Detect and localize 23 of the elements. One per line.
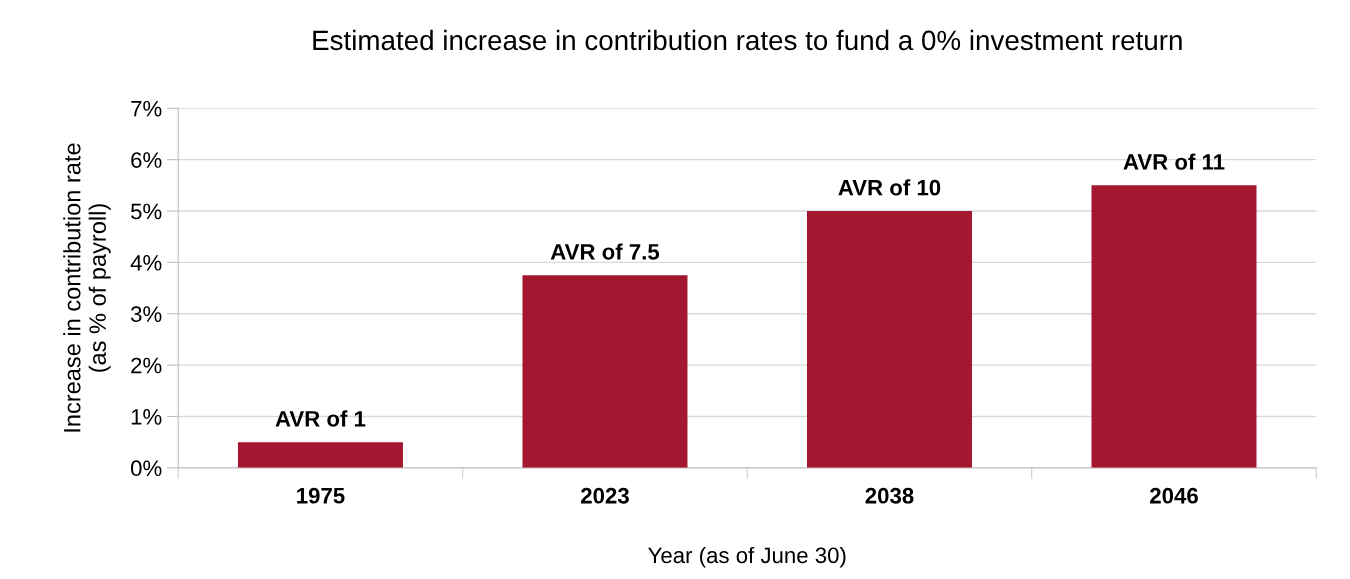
- data-label: AVR of 11: [1123, 153, 1225, 170]
- bar: [237, 442, 403, 468]
- x-tick-label: 2023: [581, 487, 629, 504]
- x-tick-label: 2038: [865, 487, 914, 504]
- data-label: AVR of 10: [838, 179, 941, 196]
- bar: [806, 211, 972, 468]
- y-tick-label: 5%: [131, 203, 162, 220]
- x-tick-label: 2046: [1150, 487, 1198, 504]
- data-label: AVR of 1: [275, 410, 366, 427]
- x-tick-label: 1975: [297, 487, 345, 504]
- y-tick-label: 1%: [131, 409, 162, 425]
- y-axis-title: Increase in contribution rate (as % of payroll): [63, 143, 111, 432]
- y-tick-label: 7%: [131, 100, 162, 117]
- y-tick-label: 2%: [131, 357, 162, 374]
- y-tick-label: 6%: [131, 152, 162, 168]
- x-axis-title: Year (as of June 30): [648, 546, 846, 568]
- bar: [522, 275, 688, 468]
- bar: [1091, 185, 1257, 468]
- data-label: AVR of 7.5: [550, 243, 660, 260]
- y-tick-label: 0%: [130, 460, 162, 477]
- chart-title: Estimated increase in contribution rates to fund a 0% investment return: [313, 29, 1182, 51]
- y-tick-label: 4%: [130, 255, 162, 271]
- y-tick-label: 3%: [130, 306, 162, 323]
